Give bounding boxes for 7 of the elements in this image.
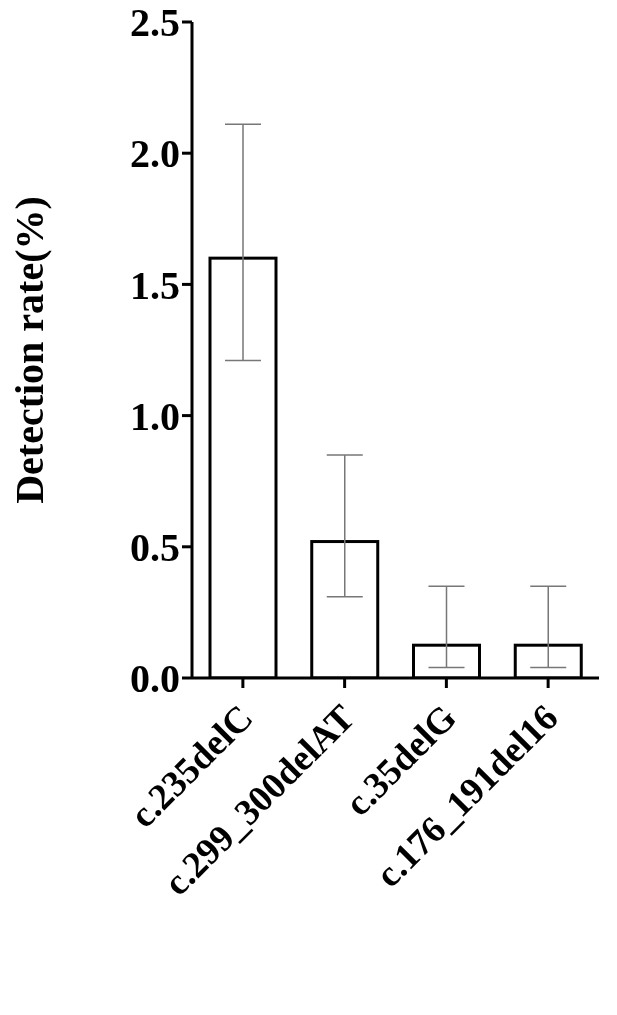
y-tick-label: 1.0: [130, 393, 180, 439]
y-tick-label: 0.5: [130, 525, 180, 570]
y-tick-label: 0.0: [130, 656, 180, 702]
y-tick-label: 2.0: [130, 131, 180, 177]
y-axis-title: Detection rate(%): [7, 196, 53, 504]
y-tick-label: 2.5: [130, 0, 180, 46]
y-tick-label: 1.5: [130, 262, 180, 308]
